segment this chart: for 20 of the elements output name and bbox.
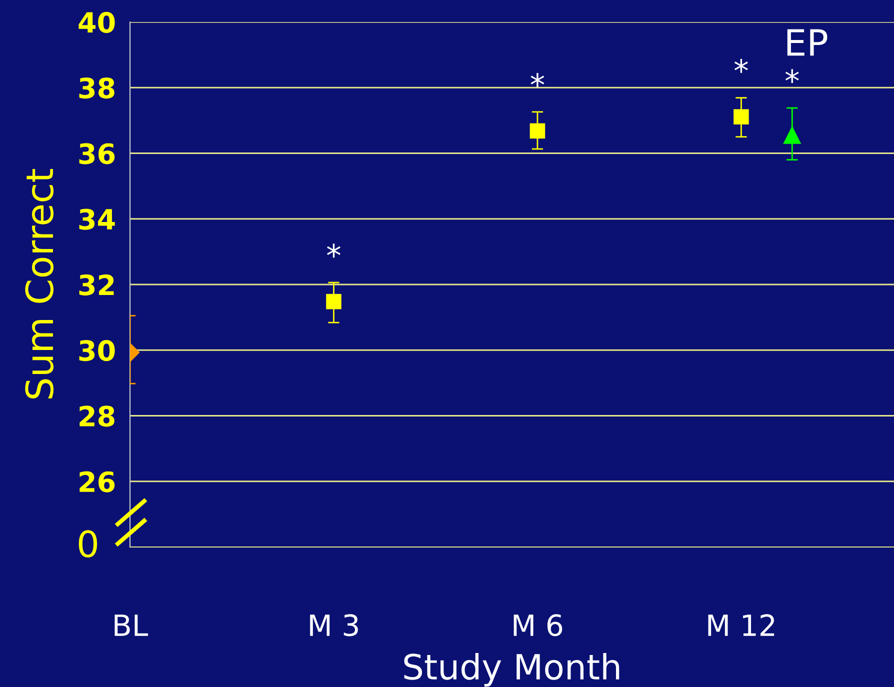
y-tick-label: 28: [80, 406, 114, 427]
annotation: EP: [787, 29, 828, 56]
x-tick-label: M 3: [310, 614, 358, 636]
x-axis-title: Study Month: [404, 653, 620, 687]
annotation: *: [327, 244, 340, 258]
y-tick-label: 26: [80, 471, 115, 492]
annotation: *: [530, 73, 544, 87]
y-tick-label: 34: [79, 208, 115, 230]
y-axis-title: Sum Correct: [25, 168, 54, 398]
text: 0: [78, 530, 98, 558]
y-tick-label: 36: [79, 143, 115, 164]
y-tick-label: 32: [79, 274, 114, 296]
annotation: *: [734, 58, 748, 73]
x-tick-label: M 6: [514, 614, 562, 636]
y-tick-label: 38: [79, 78, 114, 99]
x-tick-label: BL: [114, 614, 148, 636]
x-tick-label: M 12: [708, 614, 774, 636]
y-tick-label: 40: [78, 12, 115, 33]
y-tick-label: 30: [79, 340, 115, 362]
annotation: *: [785, 69, 799, 84]
